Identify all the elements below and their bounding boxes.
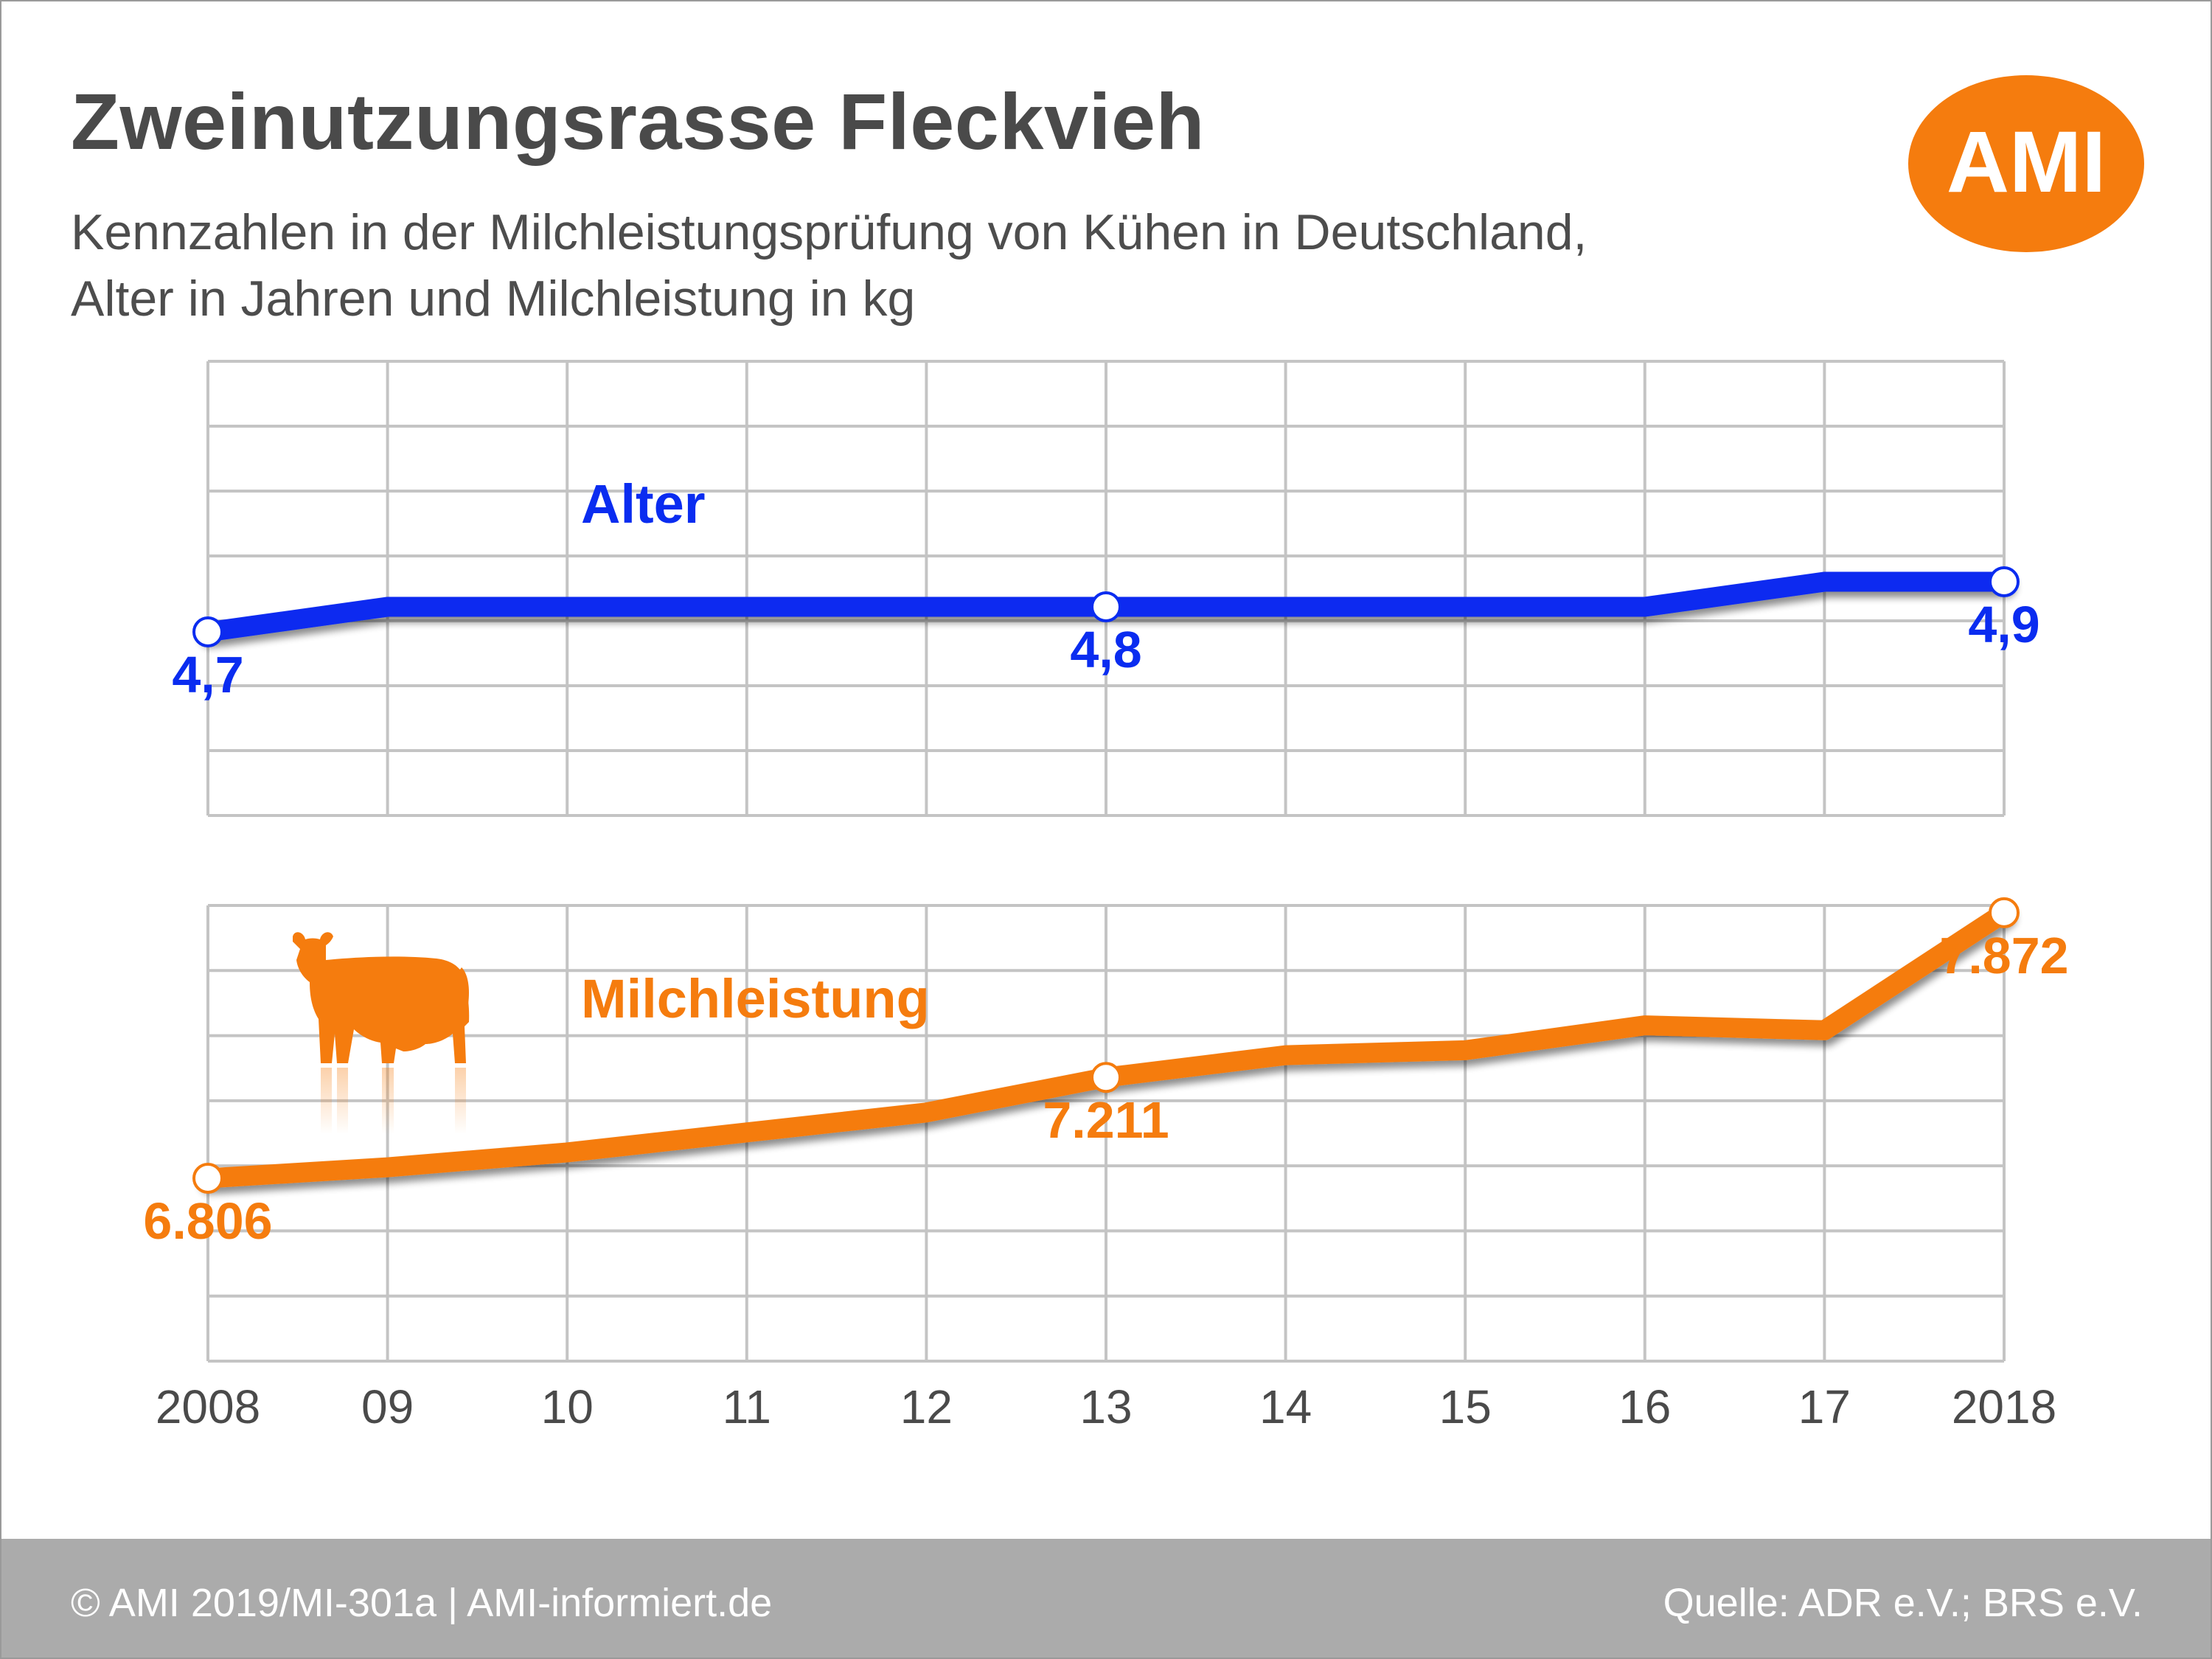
x-tick-label: 11 bbox=[723, 1380, 771, 1433]
footer-copyright: © AMI 2019/MI-301a | AMI-informiert.de bbox=[71, 1581, 773, 1625]
page-title: Zweinutzungsrasse Fleckvieh bbox=[71, 77, 1205, 166]
x-tick-label: 2018 bbox=[1952, 1380, 2056, 1433]
milch-series-label: Milchleistung bbox=[581, 968, 930, 1029]
footer-bar: © AMI 2019/MI-301a | AMI-informiert.de Q… bbox=[1, 1539, 2211, 1658]
ami-logo: AMI bbox=[1908, 75, 2144, 252]
cow-silhouette bbox=[293, 932, 470, 1063]
ami-logo-ellipse bbox=[1908, 75, 2144, 252]
x-tick-label: 14 bbox=[1259, 1380, 1312, 1433]
charts-svg: Alter Milchleistung 4,7 4,8 4,9 6.806 7.211… bbox=[143, 360, 2069, 1433]
page-subtitle: Kennzahlen in der Milchleistungsprüfung … bbox=[71, 199, 1587, 332]
milch-series: 6.806 7.211 7.872 bbox=[143, 897, 2069, 1250]
cow-reflection bbox=[321, 1068, 466, 1134]
footer-source: Quelle: ADR e.V.; BRS e.V. bbox=[1663, 1581, 2143, 1625]
alter-point-marker bbox=[1091, 591, 1121, 622]
milch-data-label: 7.872 bbox=[1939, 927, 2068, 984]
x-tick-label: 15 bbox=[1439, 1380, 1492, 1433]
alter-point-marker bbox=[192, 616, 223, 647]
alter-grid bbox=[206, 360, 2006, 817]
milch-point-marker bbox=[1989, 897, 2020, 928]
milch-point-marker bbox=[192, 1163, 223, 1194]
x-tick-label: 16 bbox=[1618, 1380, 1671, 1433]
milch-data-label: 6.806 bbox=[143, 1192, 272, 1250]
alter-data-label: 4,7 bbox=[172, 646, 243, 703]
cow-icon bbox=[293, 932, 470, 1134]
x-tick-label: 13 bbox=[1079, 1380, 1132, 1433]
alter-point-marker bbox=[1989, 566, 2020, 597]
alter-series-label: Alter bbox=[581, 473, 706, 535]
x-axis-tick-labels: 2008 09 10 11 12 13 14 15 16 17 2018 bbox=[156, 1380, 2056, 1433]
x-tick-label: 12 bbox=[900, 1380, 953, 1433]
milch-point-marker bbox=[1091, 1062, 1121, 1093]
milch-grid bbox=[206, 904, 2006, 1363]
milch-data-label: 7.211 bbox=[1043, 1091, 1169, 1149]
x-tick-label: 17 bbox=[1798, 1380, 1851, 1433]
subtitle-line-1: Kennzahlen in der Milchleistungsprüfung … bbox=[71, 204, 1587, 260]
x-tick-label: 09 bbox=[361, 1380, 414, 1433]
subtitle-line-2: Alter in Jahren und Milchleistung in kg bbox=[71, 271, 916, 327]
x-tick-label: 10 bbox=[541, 1380, 594, 1433]
x-tick-label: 2008 bbox=[156, 1380, 260, 1433]
ami-logo-text: AMI bbox=[1947, 114, 2106, 211]
alter-data-label: 4,9 bbox=[1968, 596, 2039, 653]
alter-data-label: 4,8 bbox=[1070, 621, 1141, 678]
alter-series: 4,7 4,8 4,9 bbox=[172, 566, 2040, 703]
